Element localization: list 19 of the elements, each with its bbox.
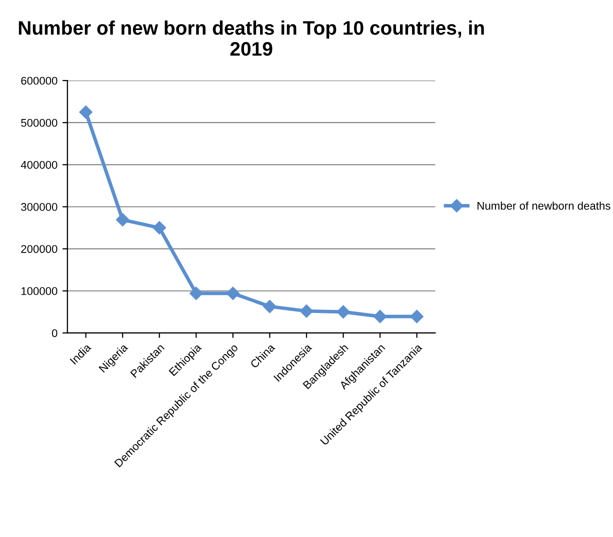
- point: [190, 286, 203, 300]
- y-tick-label: 300000: [21, 203, 58, 211]
- point: [79, 106, 92, 119]
- point: [116, 213, 130, 226]
- legend-label: Number of newborn deaths: [478, 202, 610, 210]
- point: [300, 304, 314, 318]
- y-tick-label: 500000: [21, 118, 58, 127]
- y-tick-label: 100000: [21, 287, 58, 296]
- point: [152, 221, 166, 234]
- y-tick-label: 600000: [21, 76, 58, 85]
- point: [226, 286, 240, 300]
- point: [263, 300, 276, 314]
- point: [373, 310, 387, 324]
- y-tick-label: 200000: [21, 245, 58, 253]
- y-tick-label: 0: [52, 329, 58, 338]
- chart-title: Number of new born deaths in Top 10 countries, in 2019: [18, 20, 484, 56]
- point: [336, 305, 350, 318]
- point: [410, 310, 424, 324]
- y-tick-label: 400000: [20, 160, 58, 169]
